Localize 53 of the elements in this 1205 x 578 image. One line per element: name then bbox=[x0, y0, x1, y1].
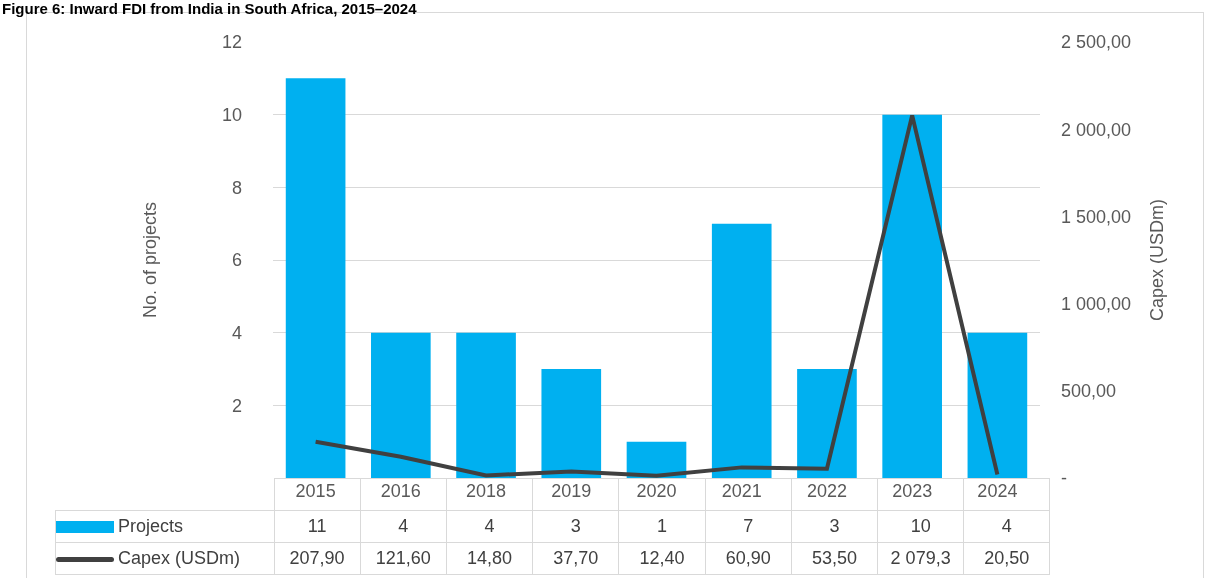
data-label: 12,40 bbox=[618, 542, 706, 575]
x-tick-label: 2015 bbox=[295, 481, 336, 501]
chart-title: Figure 6: Inward FDI from India in South Africa, 2015–2024 bbox=[2, 0, 417, 17]
y-tick-label: 12 bbox=[221, 32, 242, 53]
y2-tick-label: 500,00 bbox=[1061, 381, 1117, 402]
y2-tick-label: 1 500,00 bbox=[1061, 206, 1132, 227]
data-label: 53,50 bbox=[791, 542, 878, 575]
bar bbox=[882, 114, 942, 478]
data-label: 37,70 bbox=[532, 542, 619, 575]
bar bbox=[456, 332, 516, 478]
x-tick-label: 2023 bbox=[892, 481, 933, 501]
legend-label: Projects bbox=[118, 516, 184, 536]
bar bbox=[285, 78, 346, 478]
x-tick-label: 2019 bbox=[551, 481, 592, 501]
y2-tick-label: 1 000,00 bbox=[1061, 293, 1132, 314]
data-label: 10 bbox=[877, 510, 964, 543]
data-label: 60,90 bbox=[705, 542, 792, 575]
data-label: 1 bbox=[618, 510, 706, 543]
data-label: 3 bbox=[532, 510, 619, 543]
line-series bbox=[313, 113, 1000, 478]
data-label: 4 bbox=[360, 510, 447, 543]
data-label: 20,50 bbox=[963, 542, 1050, 575]
data-label: 3 bbox=[791, 510, 878, 543]
y2-tick-label: 2 500,00 bbox=[1061, 32, 1132, 53]
x-tick-label: 2020 bbox=[636, 481, 677, 501]
y2-tick-label: - bbox=[1061, 468, 1067, 489]
bar bbox=[967, 332, 1028, 478]
y-tick-label: 4 bbox=[231, 322, 242, 343]
y-tick-label: 6 bbox=[231, 250, 242, 271]
data-label: 11 bbox=[274, 510, 361, 543]
y2-axis-title: Capex (USDm) bbox=[1147, 198, 1168, 322]
data-label: 207,90 bbox=[274, 542, 361, 575]
x-tick-label: 2016 bbox=[380, 481, 421, 501]
bar bbox=[541, 369, 602, 478]
bar bbox=[711, 223, 772, 478]
x-tick-label: 2018 bbox=[466, 481, 507, 501]
data-label: 121,60 bbox=[360, 542, 447, 575]
x-tick-label: 2022 bbox=[806, 481, 847, 501]
legend-label: Capex (USDm) bbox=[118, 548, 241, 568]
data-label: 14,80 bbox=[446, 542, 533, 575]
x-tick-label: 2021 bbox=[721, 481, 762, 501]
data-label: 7 bbox=[705, 510, 792, 543]
bar bbox=[371, 332, 431, 478]
y-tick-label: 8 bbox=[231, 177, 242, 198]
x-tick-label: 2024 bbox=[977, 481, 1018, 501]
y2-tick-label: 2 000,00 bbox=[1061, 119, 1132, 140]
y-axis-title: No. of projects bbox=[140, 201, 161, 319]
data-label: 4 bbox=[963, 510, 1050, 543]
data-label: 4 bbox=[446, 510, 533, 543]
y-tick-label: 2 bbox=[231, 395, 242, 416]
bar bbox=[797, 369, 857, 478]
data-label: 2 079,3 bbox=[877, 542, 964, 575]
y-tick-label: 10 bbox=[221, 104, 242, 125]
